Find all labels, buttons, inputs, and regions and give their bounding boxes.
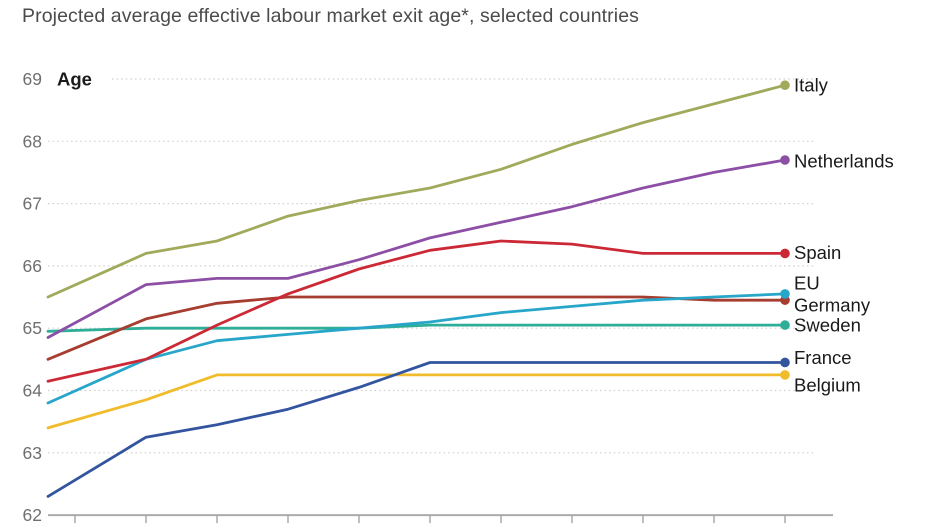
series-line-sweden [46, 323, 787, 333]
series-marker-spain [780, 248, 790, 259]
series-label-netherlands: Netherlands [794, 150, 894, 171]
series-line-france [46, 361, 787, 498]
series-marker-belgium [780, 370, 790, 380]
series-line-belgium [46, 373, 787, 430]
series-label-spain: Spain [794, 242, 841, 263]
series-marker-eu [780, 289, 790, 299]
series-label-belgium: Belgium [794, 374, 861, 395]
y-axis-tick-label: 68 [23, 131, 42, 151]
series-label-italy: Italy [794, 75, 829, 96]
y-axis-tick-label: 64 [23, 381, 43, 401]
y-axis-tick-label: 69 [23, 69, 42, 89]
series-label-sweden: Sweden [794, 315, 861, 336]
series-label-germany: Germany [794, 295, 871, 316]
series-line-italy [46, 83, 787, 299]
series-marker-italy [780, 80, 790, 91]
y-axis-tick-label: 65 [23, 318, 42, 338]
series-label-eu: EU [794, 272, 820, 293]
series-marker-france [780, 357, 790, 368]
series-line-netherlands [46, 158, 787, 339]
series-label-france: France [794, 347, 852, 368]
y-axis-tick-label: 66 [23, 256, 42, 276]
y-axis-tick-label: 63 [23, 443, 42, 463]
series-line-eu [46, 292, 787, 405]
series-line-spain [46, 239, 787, 383]
series-marker-sweden [780, 320, 790, 330]
chart-title: Projected average effective labour marke… [22, 5, 639, 27]
series-marker-netherlands [780, 155, 790, 165]
y-axis-tick-label: 62 [23, 505, 42, 525]
y-axis-title: Age [57, 69, 92, 90]
y-axis-tick-label: 67 [23, 194, 42, 214]
